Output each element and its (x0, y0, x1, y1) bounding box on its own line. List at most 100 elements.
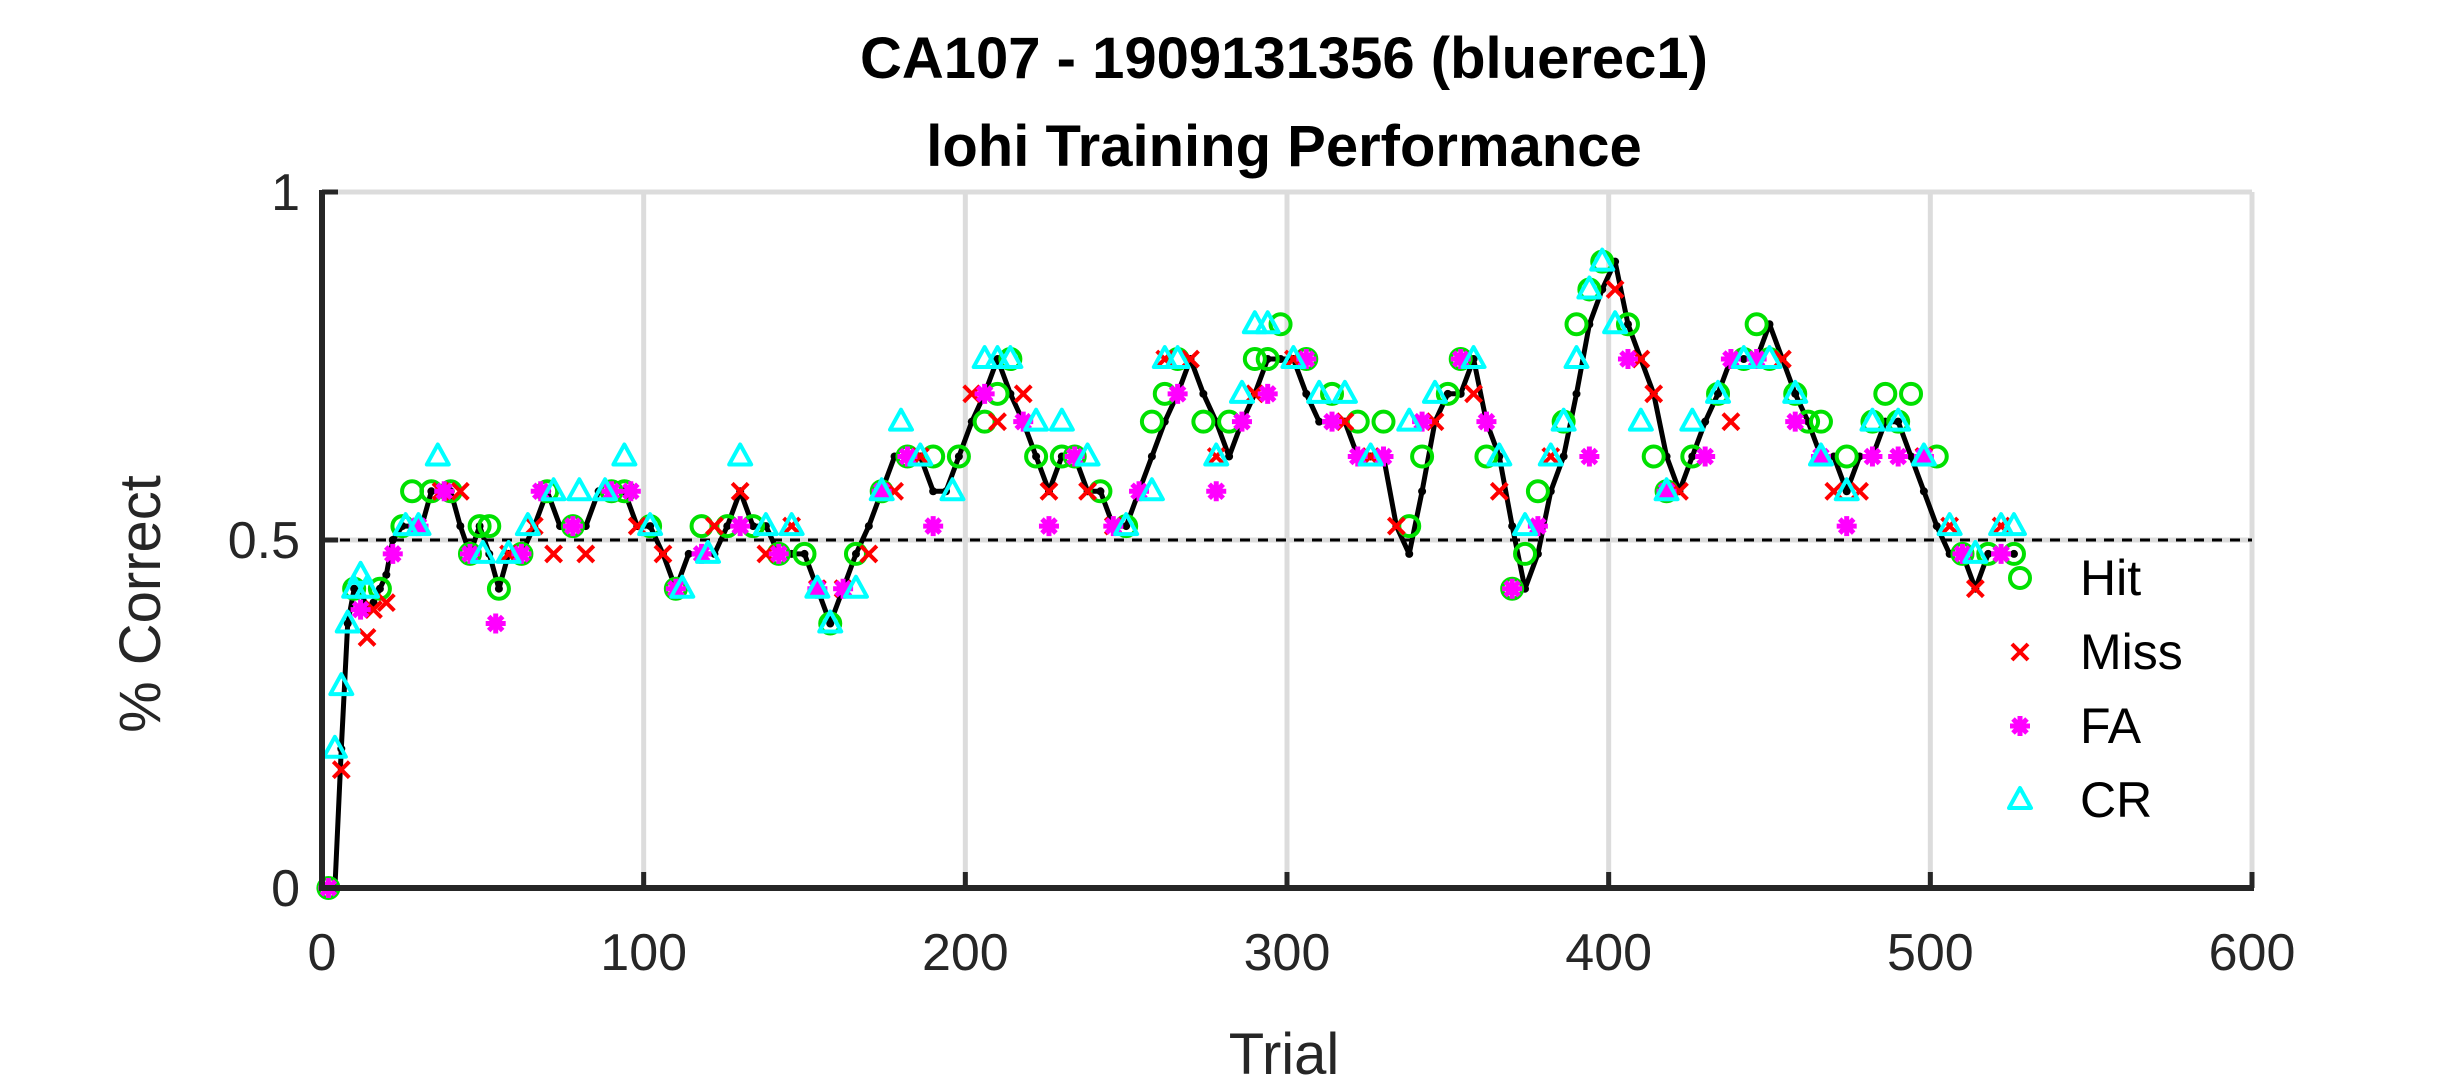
cr-marker (592, 477, 619, 502)
line-point (1405, 549, 1414, 558)
cr-marker (1627, 407, 1654, 432)
line-point (1122, 522, 1131, 531)
cr-marker (495, 539, 522, 564)
hit-marker (1474, 444, 1499, 469)
line-point (1418, 487, 1427, 496)
x-tick-label: 0 (308, 924, 337, 982)
cr-marker (1550, 407, 1577, 432)
line-point (375, 584, 384, 593)
hit-marker (1873, 381, 1898, 406)
cr-marker (1705, 379, 1732, 404)
line-point (1096, 487, 1105, 496)
cr-marker (1602, 310, 1629, 335)
fa-marker (1862, 446, 1883, 467)
hit-marker (1345, 409, 1370, 434)
line-point (723, 522, 732, 531)
line-point (1842, 487, 1851, 496)
cr-marker (1730, 345, 1757, 370)
y-tick-label: 0 (271, 860, 300, 918)
legend-cr-label: CR (2080, 772, 2152, 828)
fa-marker (1720, 349, 1741, 370)
cr-marker (1074, 442, 1101, 467)
line-point (1199, 389, 1208, 398)
cr-marker (1962, 539, 1989, 564)
line-point (1559, 452, 1568, 461)
fa-marker (1810, 446, 1831, 467)
fa-marker (768, 543, 789, 564)
hit-marker (946, 444, 971, 469)
line-point (954, 452, 963, 461)
fa-marker (1347, 446, 1368, 467)
cr-marker (1460, 345, 1487, 370)
fa-marker (382, 543, 403, 564)
line-point (826, 619, 835, 628)
fa-marker (511, 543, 532, 564)
fa-marker (974, 383, 995, 404)
line-point (1508, 522, 1517, 531)
line-point (1701, 417, 1710, 426)
cr-marker (1859, 407, 1886, 432)
cr-marker (354, 574, 381, 599)
miss-marker (357, 628, 377, 647)
legend-miss-marker (2010, 642, 2030, 662)
fa-marker (620, 481, 641, 502)
fa-marker (1038, 516, 1059, 537)
x-tick-label: 200 (922, 924, 1009, 982)
cr-marker (1280, 345, 1307, 370)
y-axis-label: % Correct (108, 475, 173, 733)
cr-marker (1331, 379, 1358, 404)
miss-marker (376, 593, 396, 613)
cr-marker (1910, 442, 1937, 467)
fa-marker (1373, 446, 1394, 467)
cr-marker (939, 477, 966, 502)
hit-marker (1255, 347, 1280, 372)
cr-marker (804, 574, 831, 599)
cr-marker (1306, 379, 1333, 404)
y-tick-label: 1 (271, 164, 300, 222)
hit-marker (1410, 444, 1435, 469)
fa-marker (1450, 349, 1471, 370)
cr-marker (997, 345, 1024, 370)
miss-marker (1464, 384, 1483, 404)
hit-marker (1139, 409, 1164, 434)
fa-marker (434, 481, 455, 502)
fa-marker (1888, 446, 1909, 467)
x-axis-label: Trial (1229, 1022, 1340, 1084)
cr-marker (637, 512, 664, 537)
fa-marker (1656, 481, 1677, 502)
hit-marker (1744, 312, 1769, 337)
fa-marker (1296, 349, 1317, 370)
hit-marker (1808, 409, 1833, 434)
cr-marker (321, 734, 348, 759)
cr-marker (1537, 442, 1564, 467)
fa-marker (1412, 411, 1433, 432)
fa-marker (897, 446, 918, 467)
line-point (494, 584, 503, 593)
cr-marker (1807, 442, 1834, 467)
cr-marker (1576, 275, 1603, 300)
cr-marker (727, 442, 754, 467)
line-point (864, 522, 873, 531)
fa-marker (1231, 411, 1252, 432)
fa-marker (485, 613, 506, 634)
cr-marker (1164, 345, 1191, 370)
tick-labels: 0 100 200 300 400 500 600 0 0.5 1 (228, 164, 2296, 982)
cr-marker (328, 672, 355, 697)
line-point (343, 619, 352, 628)
hit-marker (972, 409, 997, 434)
cr-marker (405, 512, 432, 537)
line-point (1907, 452, 1916, 461)
chart-title: CA107 - 1909131356 (bluerec1) (860, 26, 1708, 91)
cr-marker (1512, 512, 1539, 537)
cr-marker (817, 609, 844, 634)
legend: Hit Miss FA CR (2007, 550, 2183, 828)
miss-marker (450, 481, 470, 501)
line-point (382, 570, 391, 579)
cr-marker (778, 512, 805, 537)
fa-marker (1785, 411, 1806, 432)
line-point (1443, 389, 1452, 398)
hit-marker (486, 576, 511, 601)
miss-marker (1721, 412, 1741, 432)
x-tick-label: 100 (600, 924, 687, 982)
